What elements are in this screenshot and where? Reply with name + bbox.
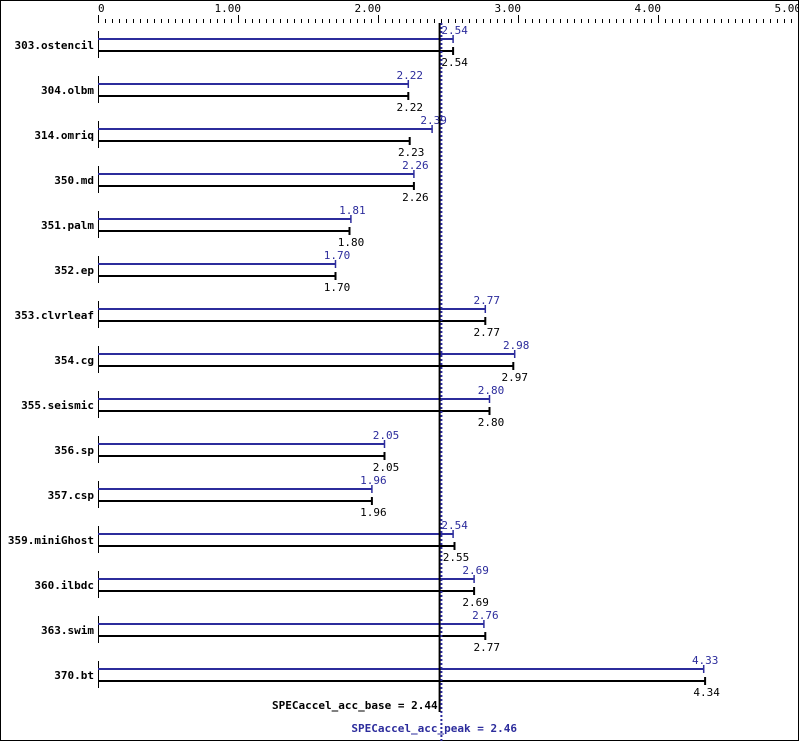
peak-value-label: 2.80	[478, 384, 505, 397]
benchmark-label: 304.olbm	[41, 84, 94, 97]
base-value-label: 2.80	[478, 416, 505, 429]
x-tick-label: 3.00	[495, 2, 522, 15]
peak-value-label: 2.77	[474, 294, 501, 307]
x-tick-label: 5.00	[775, 2, 799, 15]
peak-value-label: 2.69	[462, 564, 489, 577]
x-tick-label: 4.00	[635, 2, 662, 15]
base-value-label: 2.77	[474, 641, 501, 654]
peak-value-label: 2.54	[441, 24, 468, 37]
base-value-label: 2.23	[398, 146, 425, 159]
benchmark-label: 350.md	[54, 174, 94, 187]
base-value-label: 1.96	[360, 506, 387, 519]
benchmark-label: 351.palm	[41, 219, 94, 232]
base-value-label: 2.26	[402, 191, 429, 204]
base-value-label: 4.34	[693, 686, 720, 699]
base-summary-label: SPECaccel_acc_base = 2.44	[272, 699, 438, 712]
base-value-label: 2.77	[474, 326, 501, 339]
benchmark-label: 314.omriq	[34, 129, 94, 142]
peak-value-label: 2.39	[420, 114, 447, 127]
benchmark-label: 357.csp	[48, 489, 95, 502]
peak-value-label: 2.26	[402, 159, 429, 172]
peak-value-label: 2.05	[373, 429, 400, 442]
benchmark-label: 356.sp	[54, 444, 94, 457]
peak-value-label: 2.22	[397, 69, 424, 82]
peak-value-label: 1.81	[339, 204, 366, 217]
benchmark-label: 353.clvrleaf	[15, 309, 94, 322]
x-tick-label: 2.00	[355, 2, 382, 15]
peak-value-label: 2.76	[472, 609, 499, 622]
peak-value-label: 2.98	[503, 339, 530, 352]
base-value-label: 2.55	[443, 551, 470, 564]
benchmark-label: 370.bt	[54, 669, 94, 682]
base-value-label: 2.22	[397, 101, 424, 114]
base-value-label: 2.05	[373, 461, 400, 474]
x-tick-label: 0	[98, 2, 105, 15]
benchmark-label: 359.miniGhost	[8, 534, 94, 547]
base-value-label: 2.54	[441, 56, 468, 69]
benchmark-label: 303.ostencil	[15, 39, 94, 52]
base-value-label: 1.80	[338, 236, 365, 249]
benchmark-label: 355.seismic	[21, 399, 94, 412]
base-value-label: 2.69	[462, 596, 489, 609]
peak-value-label: 1.70	[324, 249, 351, 262]
peak-value-label: 2.54	[441, 519, 468, 532]
base-value-label: 2.97	[502, 371, 529, 384]
base-value-label: 1.70	[324, 281, 351, 294]
x-tick-label: 1.00	[215, 2, 242, 15]
benchmark-label: 360.ilbdc	[34, 579, 94, 592]
peak-value-label: 1.96	[360, 474, 387, 487]
peak-value-label: 4.33	[692, 654, 719, 667]
benchmark-label: 354.cg	[54, 354, 94, 367]
benchmark-label: 352.ep	[54, 264, 94, 277]
benchmark-label: 363.swim	[41, 624, 94, 637]
peak-summary-label: SPECaccel_acc_peak = 2.46	[351, 722, 517, 735]
